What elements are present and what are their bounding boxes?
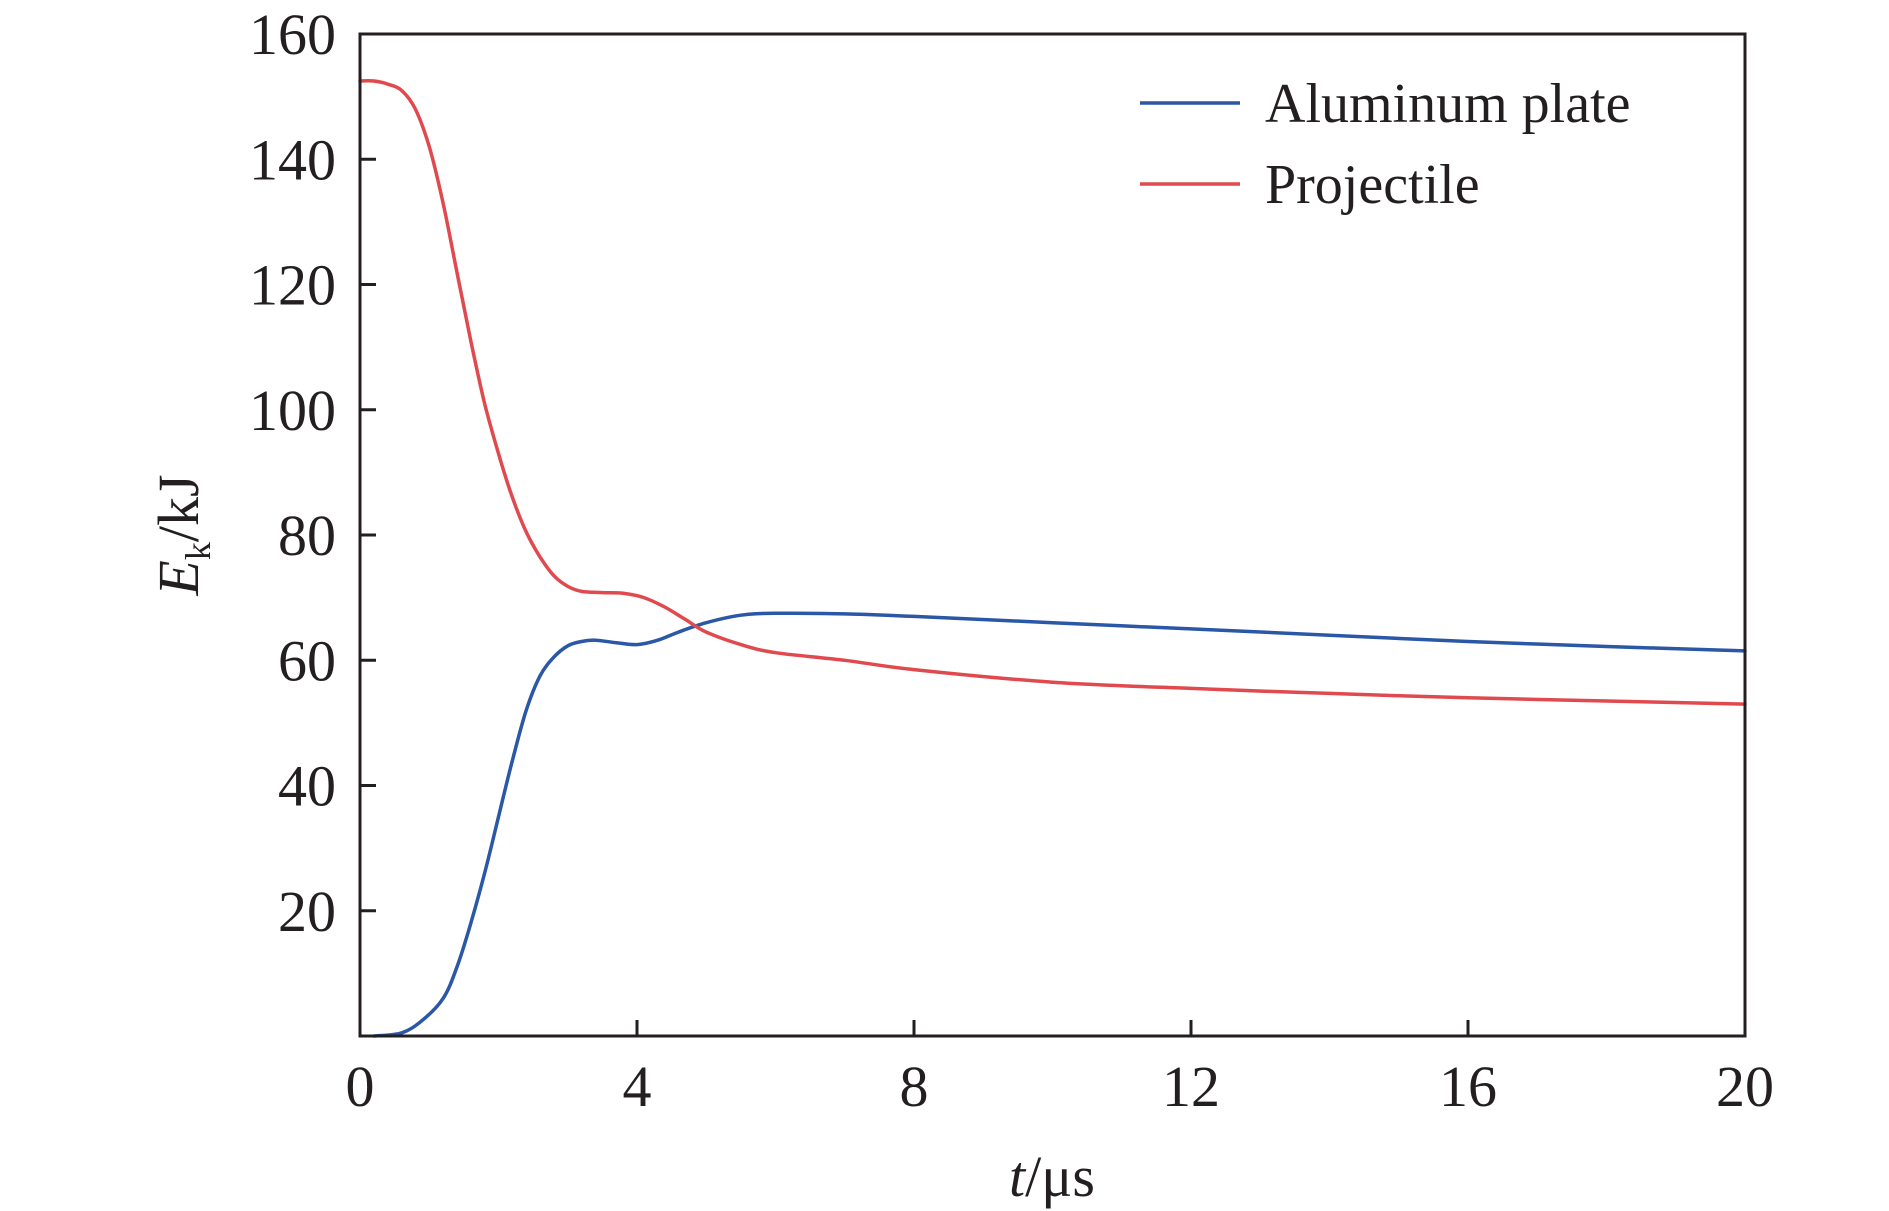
y-tick-label: 100	[249, 378, 336, 443]
y-tick-label: 140	[249, 127, 336, 192]
y-tick-label: 80	[278, 503, 336, 568]
y-tick-label: 60	[278, 628, 336, 693]
x-axis-unit: /μs	[1025, 1144, 1095, 1209]
legend: Aluminum plate Projectile	[1140, 73, 1631, 216]
y-axis-unit: /kJ	[146, 474, 211, 542]
x-tick-label: 4	[623, 1054, 652, 1119]
x-axis-title: t/μs	[1009, 1144, 1095, 1209]
y-axis-symbol: E	[146, 560, 211, 596]
legend-label: Projectile	[1265, 154, 1480, 216]
x-tick-label: 0	[346, 1054, 375, 1119]
y-tick-label: 20	[278, 879, 336, 944]
y-tick-label: 40	[278, 754, 336, 819]
x-axis-ticks: 0 4 8 12 16 20	[346, 1020, 1774, 1119]
y-tick-label: 160	[249, 2, 336, 67]
legend-label: Aluminum plate	[1265, 73, 1631, 135]
y-tick-label: 120	[249, 253, 336, 318]
y-axis-title: Ek/kJ	[146, 474, 218, 596]
y-axis-ticks: 20 40 60 80 100 120 140 160	[249, 2, 376, 944]
x-tick-label: 20	[1716, 1054, 1774, 1119]
x-tick-label: 8	[900, 1054, 929, 1119]
series-lines	[358, 78, 1747, 1038]
x-tick-label: 12	[1162, 1054, 1220, 1119]
aluminum-plate-line	[372, 611, 1747, 1038]
x-axis-symbol: t	[1009, 1144, 1027, 1209]
x-tick-label: 16	[1439, 1054, 1497, 1119]
projectile-line	[358, 78, 1747, 706]
y-axis-subscript: k	[178, 542, 218, 560]
plot-area-frame	[358, 32, 1747, 1038]
